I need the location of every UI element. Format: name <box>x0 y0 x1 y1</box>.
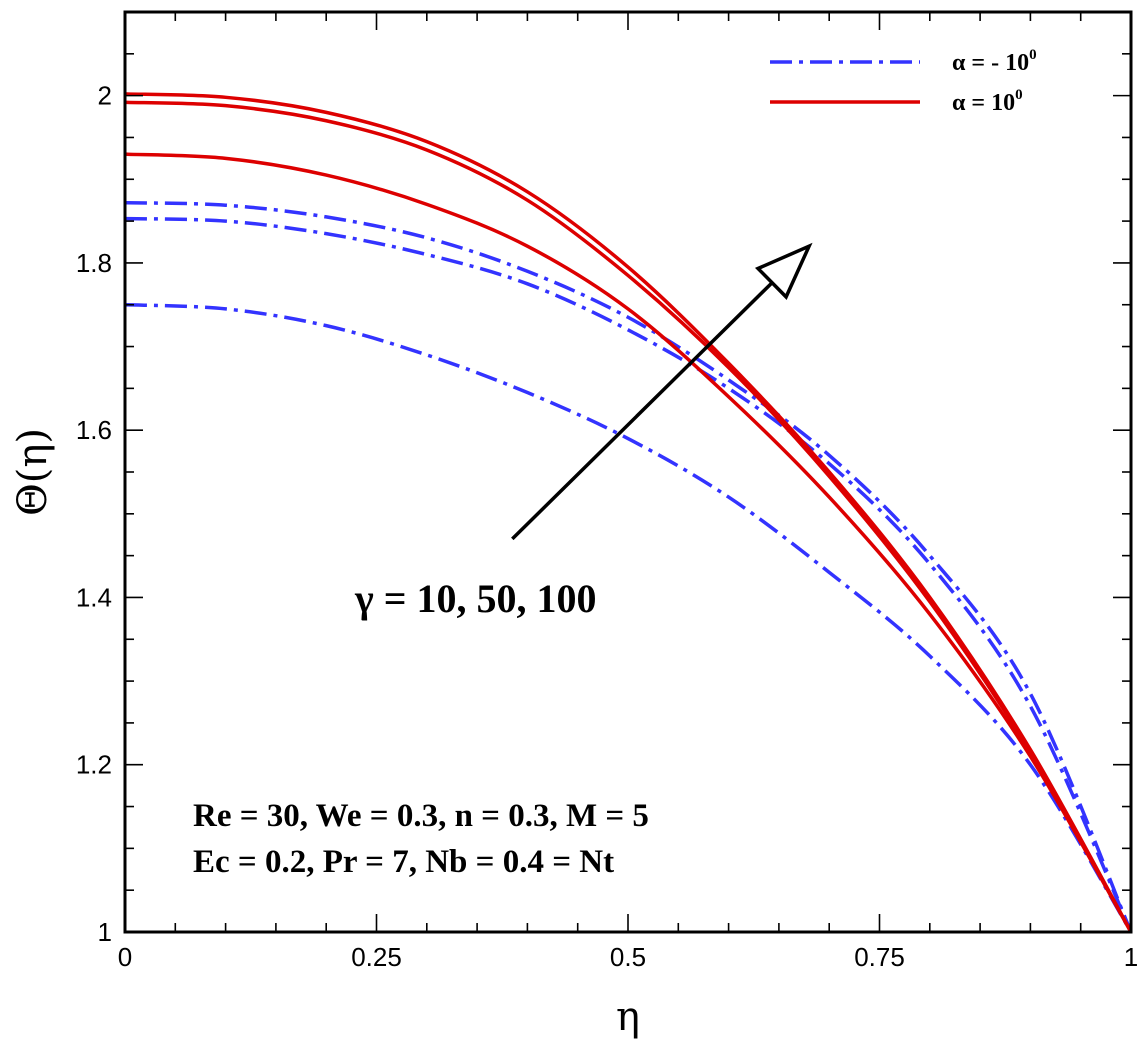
parameters-line-2: Ec = 0.2, Pr = 7, Nb = 0.4 = Nt <box>193 844 614 880</box>
y-tick-label: 1.6 <box>76 415 112 445</box>
arrow-head <box>754 242 813 300</box>
legend: α = - 100 α = 100 <box>770 47 1037 116</box>
curve-alpha-minus-10-gamma-50 <box>124 216 1133 933</box>
y-tick-label: 1 <box>98 917 112 947</box>
y-tick-label: 1.8 <box>76 248 112 278</box>
curve-alpha-10-gamma-50 <box>124 100 1133 933</box>
gamma-annotation: γ = 10, 50, 100 <box>354 576 597 621</box>
legend-entry-alpha-10: α = 100 <box>952 87 1023 116</box>
curves-layer <box>124 92 1133 933</box>
x-tick-label: 0.75 <box>854 942 905 972</box>
curve-alpha-10-gamma-10 <box>124 152 1133 933</box>
x-tick-label: 0 <box>118 942 132 972</box>
gamma-increase-arrow <box>511 242 813 541</box>
axis-ticks <box>124 11 1132 933</box>
x-tick-label: 1 <box>1124 942 1138 972</box>
y-axis-title: Θ(η) <box>10 428 56 516</box>
curve-alpha-minus-10-gamma-10 <box>124 302 1133 933</box>
parameters-line-1: Re = 30, We = 0.3, n = 0.3, M = 5 <box>193 798 649 834</box>
arrow-shaft <box>511 281 774 541</box>
y-tick-label: 1.2 <box>76 750 112 780</box>
y-tick-labels: 1 1.2 1.4 1.6 1.8 2 <box>76 81 112 947</box>
x-axis-title: η <box>616 994 640 1040</box>
y-tick-label: 1.4 <box>76 582 112 612</box>
y-tick-label: 2 <box>98 81 112 111</box>
plot-frame <box>123 10 1133 934</box>
legend-entry-alpha-minus-10: α = - 100 <box>952 47 1037 76</box>
curve-alpha-10-gamma-100 <box>124 92 1133 933</box>
x-tick-label: 0.5 <box>610 942 646 972</box>
x-tick-label: 0.25 <box>351 942 402 972</box>
x-tick-labels: 0 0.25 0.5 0.75 1 <box>118 942 1138 972</box>
